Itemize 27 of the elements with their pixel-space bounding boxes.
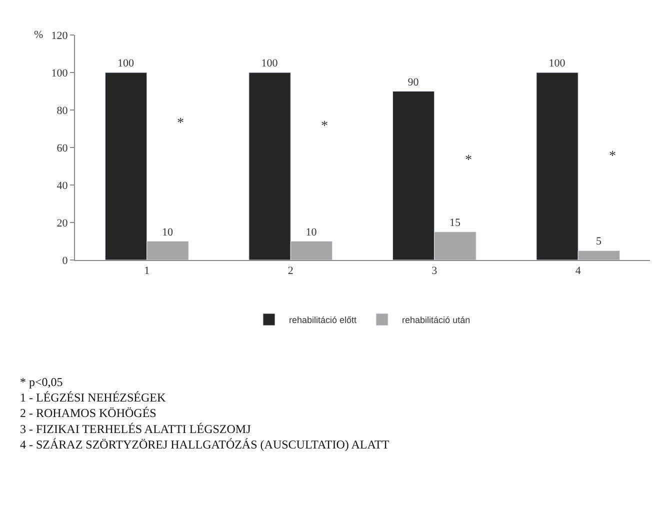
annotation: *	[609, 149, 616, 164]
legend-label: rehabilitáció után	[402, 315, 470, 326]
data-label: 100	[261, 58, 278, 70]
x-tick-label: 3	[432, 265, 438, 278]
y-tick-label: 60	[56, 142, 68, 154]
x-tick-label: 4	[575, 265, 582, 278]
data-label: 10	[306, 226, 318, 238]
x-tick-label: 1	[144, 265, 150, 278]
annotation: *	[465, 153, 472, 168]
data-label: 100	[548, 58, 566, 70]
y-tick-label: 100	[51, 67, 68, 80]
legend-label: rehabilitáció előtt	[289, 315, 358, 326]
data-label: 100	[118, 58, 135, 70]
annotation: *	[177, 116, 184, 131]
y-tick-label: 0	[62, 254, 68, 267]
data-label: 5	[596, 236, 602, 248]
y-tick-label: 80	[56, 104, 68, 117]
data-label: 15	[449, 216, 461, 229]
y-axis-title: %	[34, 29, 44, 41]
x-tick-label: 2	[288, 265, 294, 278]
data-label: 90	[408, 76, 420, 88]
y-tick-label: 120	[51, 30, 68, 42]
annotation: *	[321, 119, 328, 134]
y-tick-label: 40	[56, 180, 68, 192]
text: * p<0,05 1 - LÉGZÉSI NEHÉZSÉGEK 2 - ROHAMOS KÖHÖGÉS 3 - FIZIKAI TERHELÉS ALATTI LÉGSZOMJ 4 - SZÁRAZ SZÖRTYZÖREJ HALLGATÓZÁS (AUSCULTATIO) ALATT	[20, 375, 390, 452]
data-label: 10	[162, 226, 174, 238]
y-tick-label: 20	[56, 217, 68, 230]
